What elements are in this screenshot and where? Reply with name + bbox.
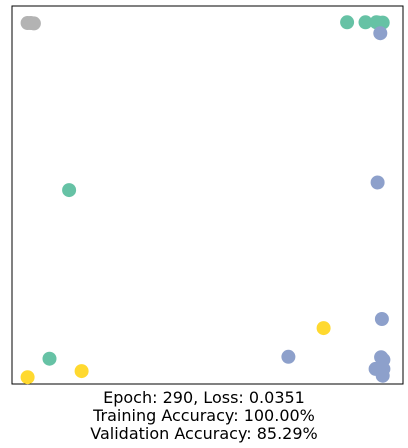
caption-training-accuracy: Training Accuracy: 100.00% <box>93 406 315 425</box>
scatter-plot <box>11 5 404 385</box>
scatter-point-s1-p6 <box>42 351 57 366</box>
scatter-point-s0-p2 <box>26 16 41 31</box>
scatter-point-s1-p1 <box>358 15 373 30</box>
scatter-point-s3-p0 <box>316 321 331 336</box>
scatter-point-s3-p2 <box>20 370 35 385</box>
scatter-point-s1-p0 <box>340 15 355 30</box>
scatter-point-s2-p2 <box>374 312 389 326</box>
scatter-point-s2-p0 <box>373 26 388 41</box>
plot-frame <box>11 5 404 385</box>
data-points <box>20 15 391 385</box>
caption-validation-accuracy: Validation Accuracy: 85.29% <box>90 424 318 443</box>
scatter-point-s2-p8 <box>281 349 296 364</box>
scatter-point-s2-p7 <box>375 368 390 383</box>
caption-epoch-loss: Epoch: 290, Loss: 0.0351 <box>103 388 305 407</box>
scatter-point-s3-p1 <box>74 364 89 379</box>
scatter-point-s2-p1 <box>370 175 385 190</box>
scatter-point-s1-p5 <box>62 183 77 198</box>
scatter-point-s1-p4 <box>371 15 386 30</box>
